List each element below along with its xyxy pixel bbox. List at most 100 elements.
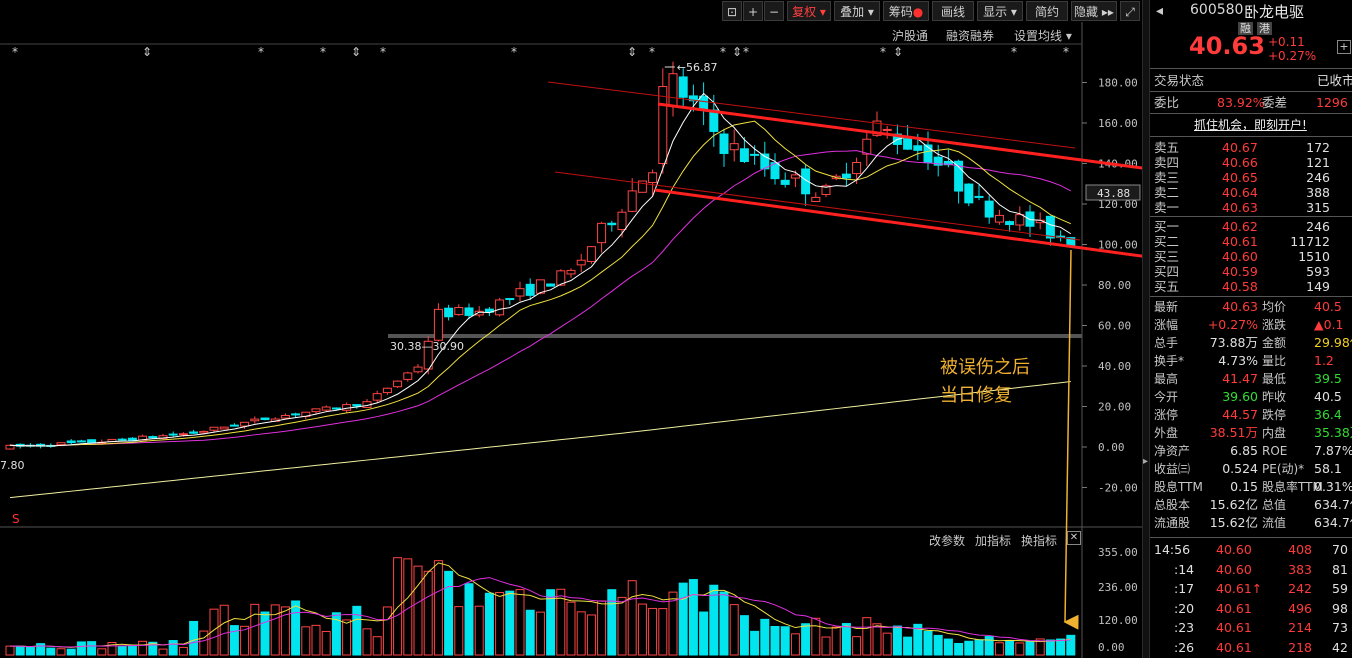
candle-body: [209, 426, 219, 431]
back-arrow-icon[interactable]: ◂: [1156, 3, 1164, 19]
candle-body: [1045, 215, 1055, 239]
volume-bar: [127, 645, 137, 656]
candle-body: [382, 387, 392, 394]
event-marker-icon: ⇕: [893, 45, 903, 59]
candle-body: [821, 185, 831, 195]
candle-body: [882, 128, 892, 131]
lock-icon[interactable]: ⊡: [722, 1, 742, 21]
candle-body: [811, 196, 821, 202]
candle-body: [352, 404, 362, 407]
volume-bar: [994, 642, 1004, 656]
volume-bar: [566, 601, 576, 656]
y-axis-label: 40.00: [1098, 360, 1131, 373]
event-marker-icon: *: [380, 45, 386, 59]
volume-bar: [852, 636, 862, 656]
switch-indicator-link[interactable]: 换指标: [1021, 534, 1058, 548]
stat-row: 流通股 15.62亿 流值 634.7亿: [1154, 515, 1352, 530]
candle-body: [739, 148, 749, 163]
volume-bar: [168, 640, 178, 656]
volume-bar: [270, 604, 280, 656]
volume-bar: [668, 591, 678, 656]
hsgt-link[interactable]: 沪股通: [892, 29, 929, 43]
candle-body: [535, 279, 545, 294]
event-marker-icon: *: [511, 45, 517, 59]
volume-bar: [240, 625, 250, 656]
add-indicator-link[interactable]: 加指标: [975, 534, 1012, 548]
candle-body: [964, 183, 974, 204]
volume-bar: [393, 557, 403, 656]
volume-bar: [586, 614, 596, 656]
volume-ma10-line: [9, 577, 1071, 648]
y-axis-label: 100.00: [1098, 239, 1138, 252]
candle-body: [566, 269, 576, 275]
zoom-out-icon[interactable]: −: [764, 1, 784, 21]
volume-bar: [250, 603, 260, 656]
add-watchlist-icon[interactable]: +: [1337, 40, 1351, 54]
chips-button[interactable]: 筹码●: [883, 1, 929, 21]
margin-link[interactable]: 融资融券: [946, 29, 995, 43]
candle-body: [321, 406, 331, 411]
panel-splitter[interactable]: ▸: [1142, 0, 1150, 658]
candle-body: [454, 307, 464, 316]
candle-body: [913, 145, 923, 151]
close-icon[interactable]: ✕: [1067, 531, 1081, 545]
candle-body: [903, 138, 913, 150]
expand-arrow-icon[interactable]: ▸: [1143, 456, 1149, 467]
event-marker-icon: *: [258, 45, 264, 59]
stat-row: 涨停 44.57 跌停 36.4: [1154, 407, 1342, 422]
open-account-link[interactable]: 抓住机会，即刻开户!: [1194, 118, 1307, 132]
volume-bar: [362, 628, 372, 656]
stat-row: 最新 40.63 均价 40.5: [1154, 299, 1342, 314]
volume-bar: [515, 589, 525, 656]
volume-bar: [729, 604, 739, 656]
stat-row: 总手 73.88万 金额 29.98亿: [1154, 335, 1352, 350]
low-label: 7.80: [0, 459, 25, 472]
volume-bar: [739, 615, 749, 656]
volume-bar: [525, 609, 535, 656]
candle-body: [576, 259, 586, 266]
event-marker-icon: *: [1011, 45, 1017, 59]
candle-body: [240, 421, 250, 427]
candle-body: [750, 153, 760, 156]
kline-chart-area[interactable]: 180.00160.00140.00120.00100.0080.0060.00…: [0, 0, 1142, 658]
fuquan-button[interactable]: 复权 ▾: [787, 1, 831, 21]
simple-button[interactable]: 简约: [1026, 1, 1068, 21]
volume-bar: [403, 558, 413, 656]
display-button[interactable]: 显示 ▾: [977, 1, 1023, 21]
volume-axis-label: 236.00: [1098, 581, 1138, 594]
candle-body: [66, 440, 76, 444]
volume-bar: [1035, 638, 1045, 656]
volume-bar: [352, 605, 362, 656]
candle-body: [586, 246, 596, 262]
event-marker-icon: *: [320, 45, 326, 59]
volume-bar: [1005, 640, 1015, 656]
candle-body: [280, 414, 290, 419]
candle-body: [933, 156, 943, 166]
volume-bar: [301, 626, 311, 656]
y-axis-label: 60.00: [1098, 320, 1131, 333]
volume-bar: [546, 589, 556, 656]
candle-body: [954, 160, 964, 192]
candle-body: [862, 138, 872, 155]
volume-bar: [342, 619, 352, 656]
volume-axis-label: 355.00: [1098, 546, 1138, 559]
candle-body: [719, 133, 729, 154]
volume-bar: [954, 642, 964, 656]
change-params-link[interactable]: 改参数: [929, 534, 966, 548]
draw-line-button[interactable]: 画线: [932, 1, 974, 21]
weibi-row: 委比 83.92% 委差 1296: [1154, 95, 1348, 110]
ma-settings-link[interactable]: 设置均线 ▾: [1014, 29, 1072, 43]
hide-button[interactable]: 隐藏 ▸▸: [1071, 1, 1117, 21]
overlay-button[interactable]: 叠加 ▾: [834, 1, 880, 21]
candle-body: [331, 407, 341, 410]
candle-body: [291, 413, 301, 416]
zoom-in-icon[interactable]: +: [743, 1, 763, 21]
candle-body: [597, 222, 607, 244]
candle-body: [943, 160, 953, 166]
fullscreen-icon[interactable]: ⤢: [1120, 1, 1140, 21]
trade-status-row: 交易状态 已收市: [1154, 73, 1352, 88]
volume-bar: [892, 625, 902, 656]
volume-bar: [770, 625, 780, 656]
volume-bar: [66, 648, 76, 656]
kline-chart-svg[interactable]: 180.00160.00140.00120.00100.0080.0060.00…: [0, 0, 1142, 658]
